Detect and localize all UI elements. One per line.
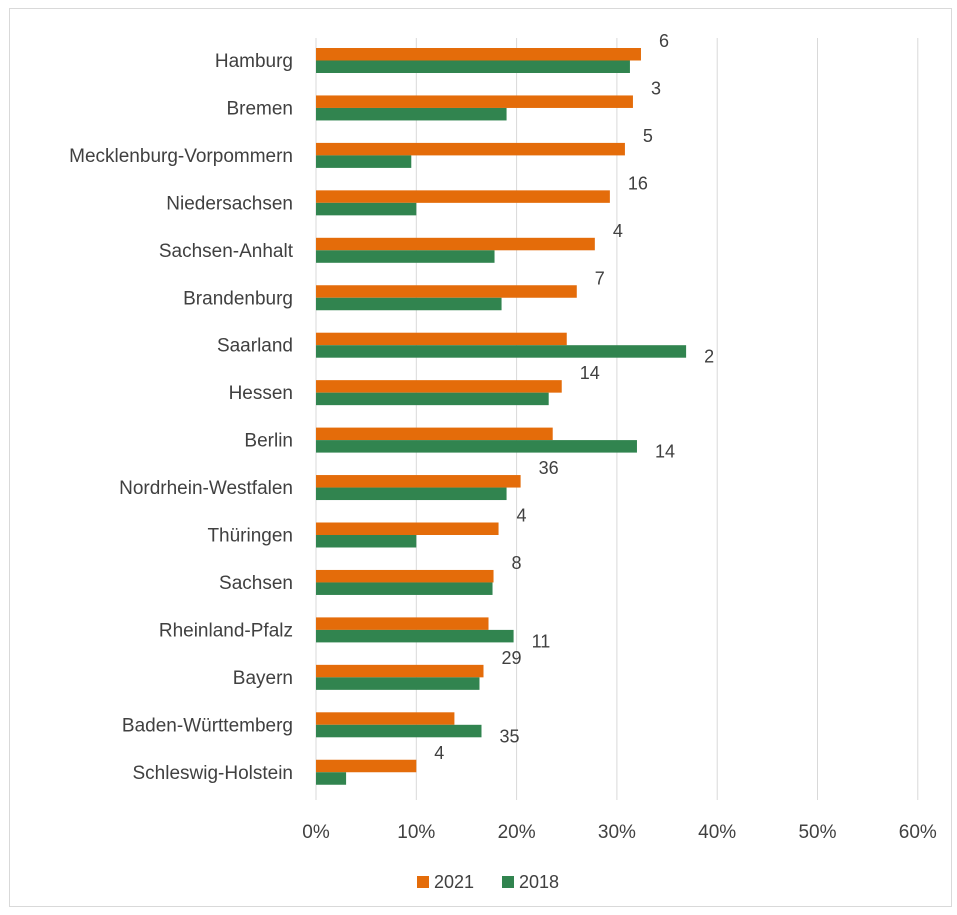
legend-label-2018: 2018 [519,872,559,892]
data-label: 29 [502,648,522,668]
data-label: 8 [512,553,522,573]
x-tick-label: 20% [498,822,536,843]
bar-2018 [316,60,630,73]
category-label: Saarland [217,336,293,357]
data-label: 4 [434,743,444,763]
bar-2018 [316,155,412,168]
category-label: Nordrhein-Westfalen [119,478,293,499]
category-label: Thüringen [207,526,293,547]
x-axis-tick-labels: 0% 10% 20% 30% 40% 50% 60% [302,822,937,843]
category-label: Rheinland-Pfalz [159,620,293,641]
category-label: Mecklenburg-Vorpommern [69,146,293,167]
x-tick-label: 30% [598,822,636,843]
bar-2018 [316,772,347,785]
x-tick-label: 0% [302,822,330,843]
category-label: Hamburg [215,51,293,72]
legend: 2021 2018 [417,872,559,892]
x-tick-label: 40% [698,822,736,843]
bar-2021 [316,190,610,203]
bar-2021 [316,285,577,298]
bar-2018 [316,724,482,738]
category-label: Bayern [233,668,293,689]
bar-2018 [316,107,507,121]
bar-2021 [316,569,494,583]
bar-2021 [316,332,567,346]
data-label: 4 [517,506,527,526]
category-label: Schleswig-Holstein [132,763,293,784]
bar-2021 [316,522,499,535]
bar-2018 [316,297,502,311]
data-label: 14 [655,442,675,462]
bar-2021 [316,142,625,156]
bar-2021 [316,380,562,393]
category-labels: Hamburg Bremen Mecklenburg-Vorpommern Niede… [69,51,294,784]
data-label: 7 [595,268,605,288]
bar-2018 [316,535,417,548]
legend-swatch-2021 [417,876,429,888]
bar-2018 [316,392,549,406]
data-label: 5 [643,126,653,146]
bars [316,48,687,785]
data-label: 11 [532,631,551,651]
data-label: 3 [651,78,661,98]
category-label: Sachsen [219,573,293,594]
bar-2018 [316,202,417,216]
bar-2018 [316,487,507,501]
bar-2021 [316,475,521,488]
category-label: Baden-Württemberg [122,715,293,736]
data-label: 36 [539,458,559,478]
data-label: 35 [499,726,519,746]
category-label: Sachsen-Anhalt [159,241,294,262]
bar-2018 [316,677,480,690]
legend-label-2021: 2021 [434,872,474,892]
data-label: 16 [628,173,648,193]
bar-2018 [316,582,493,595]
category-label: Niedersachsen [166,193,293,214]
x-tick-label: 60% [899,822,937,843]
bar-2021 [316,664,484,678]
x-tick-label: 50% [798,822,836,843]
legend-swatch-2018 [502,876,514,888]
data-label: 14 [580,363,600,383]
bar-2021 [316,237,595,251]
bar-2021 [316,427,553,441]
bar-2021 [316,95,633,108]
category-label: Bremen [226,98,293,119]
bar-2018 [316,345,687,358]
data-label: 6 [659,31,669,51]
bar-2018 [316,250,495,263]
data-label: 4 [613,221,623,241]
data-label: 2 [704,347,714,367]
category-label: Brandenburg [183,288,293,309]
x-tick-label: 10% [397,822,435,843]
bar-2021 [316,759,417,773]
bar-2018 [316,629,514,643]
category-label: Hessen [229,383,293,404]
bar-2021 [316,617,489,630]
chart-frame [9,8,952,907]
bar-2021 [316,712,455,725]
bar-2021 [316,48,641,61]
category-label: Berlin [244,431,293,452]
bar-2018 [316,440,637,453]
